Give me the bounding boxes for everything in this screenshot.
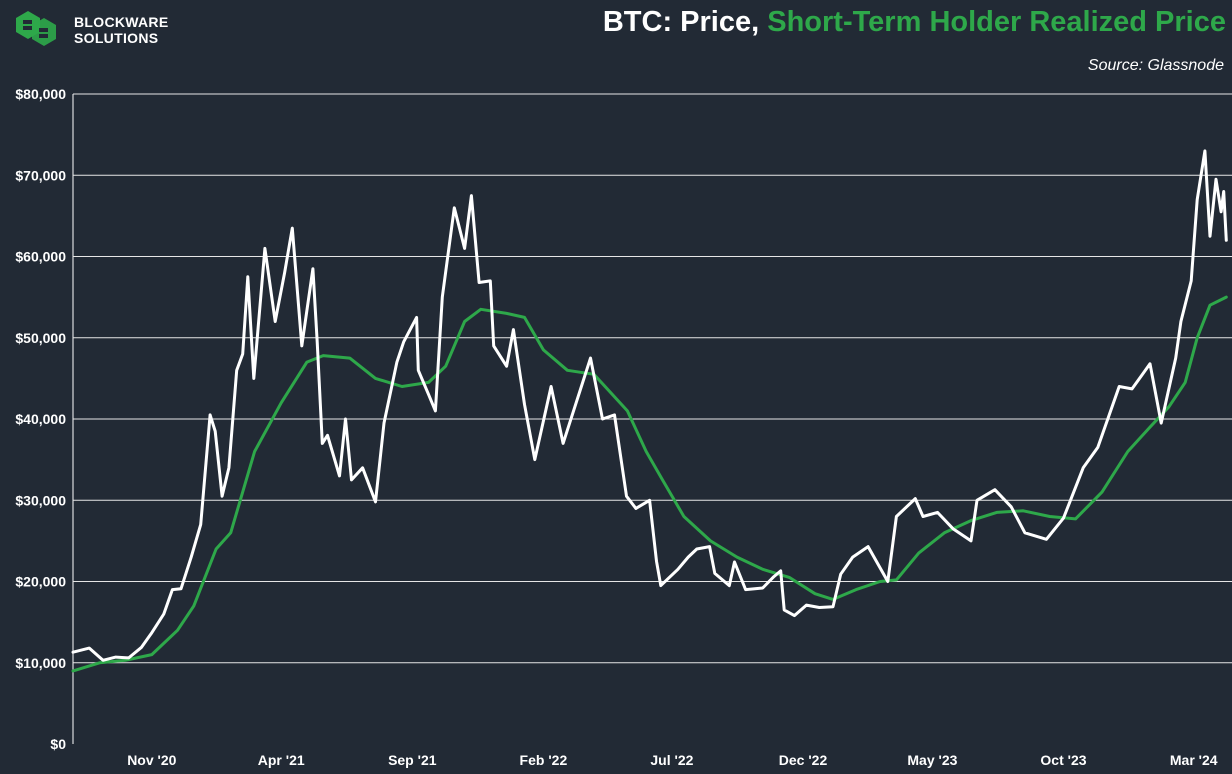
series-line-price	[71, 149, 1228, 662]
x-tick-label: May '23	[907, 752, 957, 768]
brand-name: BLOCKWARE SOLUTIONS	[74, 14, 168, 46]
x-tick-label: Mar '24	[1170, 752, 1218, 768]
source-note: Source: Glassnode	[1087, 57, 1224, 74]
y-tick-label: $0	[50, 736, 66, 752]
brand-line1: BLOCKWARE	[74, 14, 169, 30]
y-tick-label: $60,000	[15, 249, 66, 265]
x-tick-label: Oct '23	[1040, 752, 1086, 768]
x-tick-label: Dec '22	[779, 752, 828, 768]
brand-logo: BLOCKWARE SOLUTIONS	[14, 10, 194, 50]
x-tick-label: Feb '22	[520, 752, 568, 768]
x-tick-label: Apr '21	[258, 752, 305, 768]
x-tick-label: Jul '22	[650, 752, 693, 768]
x-tick-label: Sep '21	[388, 752, 437, 768]
x-tick-label: Nov '20	[127, 752, 176, 768]
y-tick-label: $10,000	[15, 655, 66, 671]
y-tick-label: $30,000	[15, 492, 66, 508]
chart-title: BTC: Price, Short-Term Holder Realized P…	[603, 6, 1226, 39]
y-tick-label: $70,000	[15, 167, 66, 183]
title-part2: Short-Term Holder Realized Price	[767, 6, 1226, 38]
y-tick-label: $40,000	[15, 411, 66, 427]
y-axis-ticks: $0 $10,000 $20,000 $30,000 $40,000 $50,000 $60…	[15, 86, 66, 752]
x-axis-ticks: Nov '20 Apr '21 Sep '21 Feb '22 Jul '22 Dec '…	[127, 752, 1218, 768]
blockware-logo-icon	[16, 11, 56, 46]
title-part1: BTC: Price,	[602, 6, 760, 38]
y-tick-label: $80,000	[15, 86, 66, 102]
series-group	[71, 149, 1228, 673]
grid-lines	[72, 93, 1232, 744]
y-tick-label: $20,000	[15, 574, 66, 590]
brand-line2: SOLUTIONS	[74, 30, 159, 46]
series-line-sth-realized-price	[71, 295, 1228, 673]
y-tick-label: $50,000	[15, 330, 66, 346]
